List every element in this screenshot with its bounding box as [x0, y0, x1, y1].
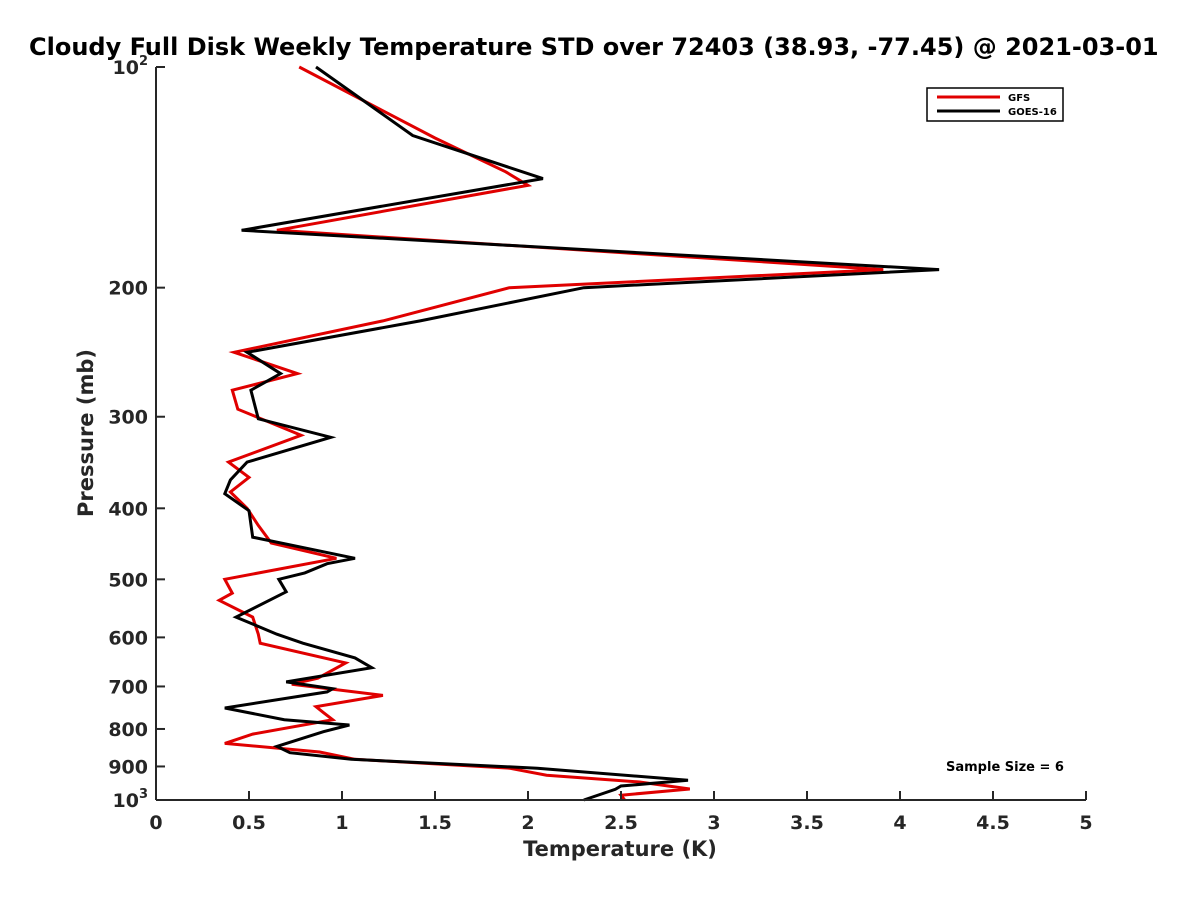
y-tick-label: 900	[108, 756, 148, 778]
y-tick-label: 102	[113, 54, 149, 79]
y-tick-label: 200	[108, 278, 148, 300]
y-tick-label: 300	[108, 407, 148, 429]
x-tick-label: 0.5	[232, 812, 266, 834]
x-tick-label: 1.5	[418, 812, 452, 834]
y-tick-label: 700	[108, 676, 148, 698]
y-axis-label: Pressure (mb)	[74, 349, 98, 517]
y-tick-label: 500	[108, 569, 148, 591]
x-tick-label: 4	[893, 812, 906, 834]
x-tick-label: 2	[521, 812, 534, 834]
sample-size-annotation: Sample Size = 6	[946, 760, 1064, 775]
ticks-layer: 0 0.5 1 1.5 2 2.5 3 3.5 4 4.5 5 102 200 300 400 500 600 7…	[108, 54, 1092, 834]
legend-box	[926, 87, 1064, 122]
x-tick-label: 3	[707, 812, 720, 834]
legend-label: GFS	[1008, 93, 1030, 104]
x-tick-label: 2.5	[604, 812, 638, 834]
x-tick-label: 4.5	[976, 812, 1010, 834]
x-tick-label: 1	[335, 812, 348, 834]
y-tick-label: 800	[108, 719, 148, 741]
y-tick-label: 600	[108, 627, 148, 649]
legend-label: GOES-16	[1008, 107, 1057, 118]
y-tick-label: 103	[113, 787, 149, 812]
y-tick-label: 400	[108, 498, 148, 520]
series-line-gfs	[215, 65, 884, 801]
series-line-goes-16	[222, 65, 940, 802]
x-tick-label: 3.5	[790, 812, 824, 834]
x-tick-label: 0	[149, 812, 162, 834]
x-axis-label: Temperature (K)	[523, 837, 717, 861]
legend: GFS GOES-16	[926, 87, 1064, 122]
series-layer	[215, 65, 940, 802]
chart-title: Cloudy Full Disk Weekly Temperature STD …	[29, 33, 1159, 61]
x-tick-label: 5	[1079, 812, 1092, 834]
